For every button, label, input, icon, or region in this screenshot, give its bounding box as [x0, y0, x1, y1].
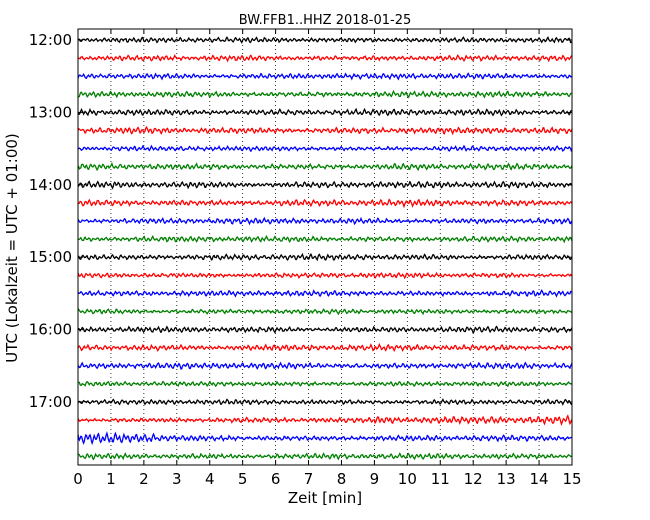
- x-tick-label: 12: [464, 470, 483, 488]
- y-axis-label: UTC (Lokalzeit = UTC + 01:00): [3, 133, 21, 363]
- trace-1300: [77, 107, 573, 117]
- x-tick-label: 2: [139, 470, 149, 488]
- x-tick-label: 6: [271, 470, 281, 488]
- trace-1330: [77, 144, 573, 153]
- trace-1430: [77, 216, 573, 226]
- trace-1615: [77, 342, 573, 353]
- trace-1545: [77, 308, 573, 316]
- trace-1345: [77, 161, 573, 172]
- trace-1600: [77, 325, 573, 335]
- x-tick-label: 4: [205, 470, 215, 488]
- trace-1445: [77, 234, 573, 244]
- y-axis: 12:00 13:00 14:00 15:00 16:00 17:00: [29, 31, 572, 411]
- trace-1730: [77, 431, 573, 446]
- x-tick-label: 5: [238, 470, 248, 488]
- x-tick-label: 1: [106, 470, 116, 488]
- trace-1515: [77, 271, 573, 280]
- x-grid: [110, 29, 540, 465]
- x-tick-label: 0: [73, 470, 83, 488]
- x-tick-label: 13: [497, 470, 516, 488]
- x-axis-label: Zeit [min]: [288, 489, 362, 507]
- y-tick-label: 15:00: [29, 248, 72, 266]
- y-tick-label: 16:00: [29, 321, 72, 339]
- trace-1700: [77, 398, 573, 406]
- trace-1215: [77, 54, 573, 63]
- trace-1530: [77, 289, 573, 298]
- x-tick-label: 10: [398, 470, 417, 488]
- trace-1200: [77, 36, 573, 44]
- x-tick-label: 14: [530, 470, 549, 488]
- y-tick-label: 12:00: [29, 31, 72, 49]
- plot-frame: [77, 28, 573, 466]
- trace-1745: [77, 452, 573, 461]
- x-tick-label: 3: [172, 470, 182, 488]
- trace-1400: [77, 180, 573, 190]
- x-tick-label: 8: [337, 470, 347, 488]
- trace-group: [77, 36, 573, 461]
- trace-1715: [77, 414, 573, 426]
- trace-1315: [77, 125, 573, 136]
- trace-1630: [77, 361, 573, 370]
- x-tick-label: 15: [562, 470, 581, 488]
- x-tick-label: 9: [370, 470, 380, 488]
- trace-1645: [77, 380, 573, 388]
- x-tick-label: 11: [431, 470, 450, 488]
- trace-1230: [77, 72, 573, 81]
- chart-title: BW.FFB1..HHZ 2018-01-25: [239, 13, 412, 28]
- y-tick-label: 17:00: [29, 393, 72, 411]
- trace-1415: [77, 198, 573, 209]
- y-tick-label: 13:00: [29, 103, 72, 121]
- trace-1500: [77, 252, 573, 262]
- y-tick-label: 14:00: [29, 176, 72, 194]
- trace-1245: [77, 89, 573, 99]
- x-axis: 0 1 2 3 4 5 6 7 8 9 10 11 12 13 14 15: [73, 29, 582, 488]
- x-tick-label: 7: [304, 470, 314, 488]
